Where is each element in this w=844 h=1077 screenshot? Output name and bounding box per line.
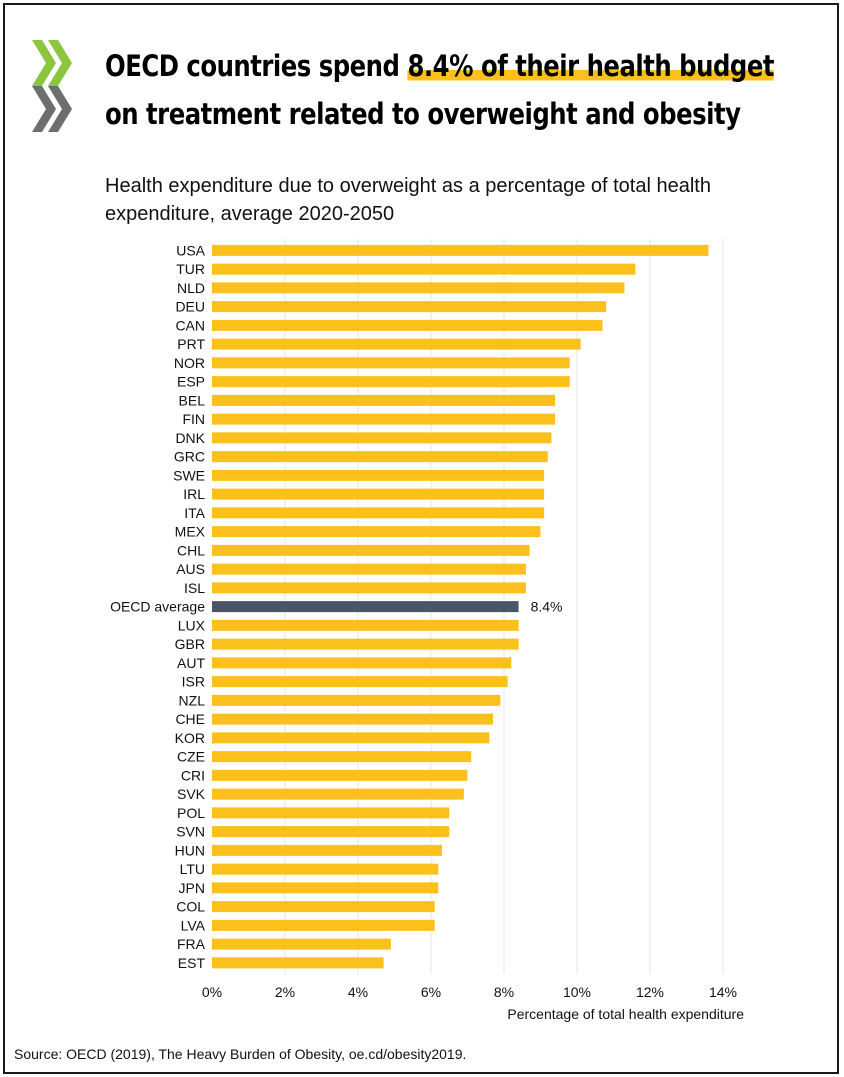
bar (212, 769, 468, 781)
chart-subtitle: Health expenditure due to overweight as … (105, 175, 711, 225)
bar (212, 638, 519, 650)
bar (212, 319, 603, 331)
category-label: SVK (177, 786, 206, 802)
x-tick-label: 2% (275, 984, 295, 1000)
x-tick-label: 6% (421, 984, 441, 1000)
bar (212, 394, 556, 406)
category-label: IRL (183, 486, 205, 502)
category-label: ESP (177, 374, 205, 390)
bar (212, 938, 391, 950)
category-label: ITA (184, 505, 205, 521)
bar (212, 751, 472, 763)
bar (212, 619, 519, 631)
bar (212, 844, 442, 856)
category-label: GBR (175, 636, 205, 652)
bar (212, 282, 625, 294)
bar (212, 582, 526, 594)
category-label: ISL (184, 580, 205, 596)
infographic-frame (3, 3, 839, 1074)
category-label: SVN (176, 824, 205, 840)
category-label: CZE (177, 749, 205, 765)
bar (212, 563, 526, 575)
bar (212, 244, 709, 256)
bar (212, 507, 545, 519)
bar (212, 676, 508, 688)
bar (212, 863, 439, 875)
category-label: NOR (174, 355, 205, 371)
category-label: ISR (182, 674, 205, 690)
bar (212, 488, 545, 500)
bar (212, 413, 556, 425)
bar (212, 432, 552, 444)
bar (212, 882, 439, 894)
category-label: AUT (177, 655, 205, 671)
category-label: CHE (175, 711, 205, 727)
category-label: NZL (179, 692, 206, 708)
title-highlight: 8.4% of their health budget (407, 49, 774, 83)
data-label: 8.4% (531, 599, 563, 615)
category-label: CHL (177, 542, 205, 558)
bar (212, 957, 384, 969)
category-label: NLD (177, 280, 205, 296)
bar (212, 301, 607, 313)
bar (212, 901, 435, 913)
title-line2: on treatment related to overweight and o… (105, 97, 741, 131)
category-label: BEL (179, 392, 206, 408)
category-label: USA (176, 242, 205, 258)
x-tick-label: 8% (494, 984, 514, 1000)
x-tick-label: 4% (348, 984, 368, 1000)
category-label: CAN (175, 317, 205, 333)
bar (212, 807, 450, 819)
x-axis-label: Percentage of total health expenditure (507, 1006, 744, 1022)
category-label: COL (176, 899, 205, 915)
bar (212, 451, 548, 463)
bar (212, 544, 530, 556)
bar (212, 919, 435, 931)
bar (212, 713, 494, 725)
category-label: TUR (176, 261, 205, 277)
category-label: SWE (173, 467, 205, 483)
category-label: GRC (174, 449, 205, 465)
bar (212, 357, 570, 369)
category-label: HUN (175, 842, 205, 858)
bar (212, 526, 541, 538)
category-label: CRI (181, 767, 205, 783)
category-label: FRA (177, 936, 206, 952)
category-label: FIN (182, 411, 205, 427)
category-label: JPN (179, 880, 205, 896)
bar (212, 732, 490, 744)
category-label: LUX (178, 617, 206, 633)
oecd-logo-icon (32, 40, 72, 132)
x-tick-label: 10% (563, 984, 591, 1000)
x-tick-label: 14% (709, 984, 737, 1000)
bar (212, 469, 545, 481)
oecd-average-bar (212, 601, 519, 613)
category-label: KOR (175, 730, 205, 746)
category-label: MEX (175, 524, 206, 540)
bar-chart: USA TUR NLD DEU CAN PRT NOR ESP BEL FIN DNK GRC SWE I… (110, 239, 744, 1022)
bar (212, 376, 570, 388)
category-label: LVA (181, 917, 206, 933)
category-label: PRT (177, 336, 205, 352)
bar (212, 263, 636, 275)
title-line1-start: OECD countries spend (105, 49, 408, 83)
category-label: DEU (175, 299, 205, 315)
category-label: LTU (180, 861, 205, 877)
category-label: AUS (176, 561, 205, 577)
page-title: OECD countries spend 8.4% of their healt… (105, 42, 774, 138)
source-note: Source: OECD (2019), The Heavy Burden of… (14, 1046, 467, 1062)
x-tick-label: 0% (202, 984, 222, 1000)
bar (212, 338, 581, 350)
bar (212, 826, 450, 838)
category-label: OECD average (110, 599, 205, 615)
x-tick-label: 12% (636, 984, 664, 1000)
category-label: POL (177, 805, 205, 821)
category-label: EST (178, 955, 206, 971)
bar (212, 657, 512, 669)
category-label: DNK (175, 430, 205, 446)
bar (212, 788, 464, 800)
bar (212, 694, 501, 706)
